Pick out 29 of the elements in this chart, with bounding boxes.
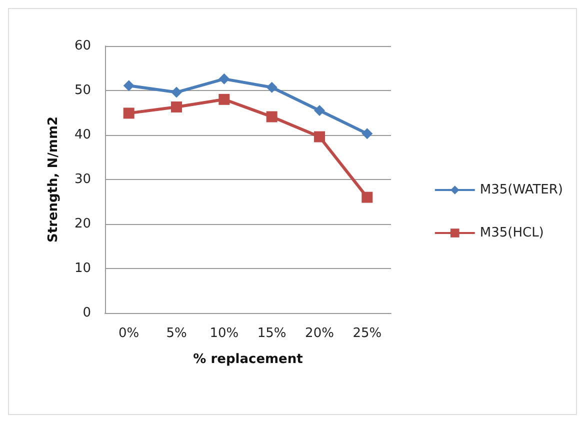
point <box>362 192 373 203</box>
y-axis-title: Strength, N/mm2 <box>46 116 61 243</box>
point <box>123 80 134 92</box>
y-tick-label: 0 <box>82 306 91 320</box>
y-tick-label: 20 <box>74 216 91 232</box>
y-tick-label: 50 <box>74 83 91 98</box>
y-tick-label: 10 <box>74 261 91 276</box>
point <box>362 128 373 140</box>
point <box>266 82 278 93</box>
x-tick-label: 15% <box>257 326 286 341</box>
point <box>171 101 182 112</box>
point <box>123 108 134 119</box>
y-tick-label: 60 <box>74 38 91 54</box>
legend-label: M35(WATER) <box>480 182 564 198</box>
point <box>218 94 230 105</box>
x-tick-label: 20% <box>305 326 334 341</box>
x-tick-label: 25% <box>352 326 382 341</box>
y-tick-label: 30 <box>74 172 91 187</box>
x-tick-label: 5% <box>166 326 187 341</box>
x-tick-label: 10% <box>210 326 239 341</box>
point <box>314 105 325 116</box>
point <box>266 111 278 122</box>
legend-label: M35(HCL) <box>480 226 544 240</box>
point <box>171 86 182 98</box>
x-axis-title: % replacement <box>193 352 303 367</box>
point <box>314 131 325 142</box>
y-tick-label: 40 <box>74 128 91 142</box>
point <box>218 73 230 84</box>
x-tick-label: 0% <box>118 326 140 341</box>
